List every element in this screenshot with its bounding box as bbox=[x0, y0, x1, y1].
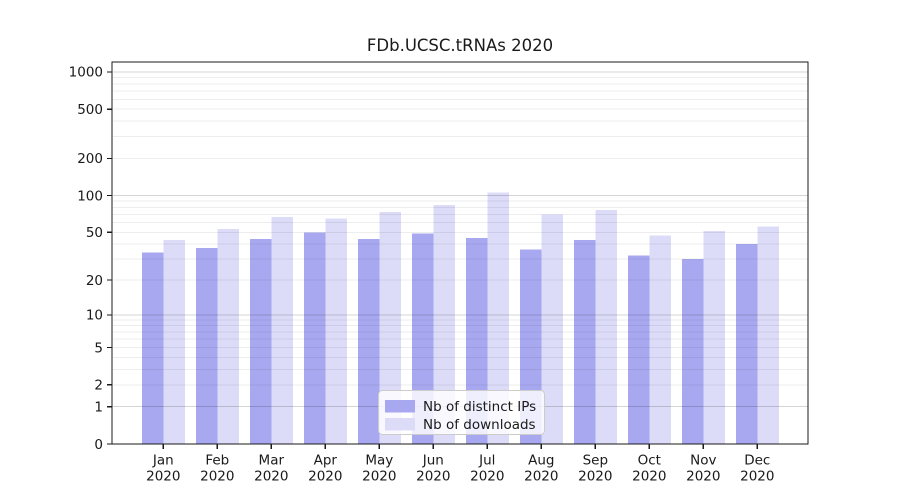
x-tick-label-month: Jul bbox=[478, 453, 495, 469]
bar-downloads-oct bbox=[649, 235, 671, 444]
bar-downloads-sep bbox=[595, 210, 617, 444]
y-tick-label: 1 bbox=[94, 400, 103, 416]
bar-downloads-mar bbox=[271, 216, 293, 444]
x-tick-label-month: Sep bbox=[583, 453, 608, 469]
bar-distinct-ips-oct bbox=[627, 255, 650, 444]
bar-downloads-apr bbox=[325, 218, 347, 444]
legend: Nb of distinct IPs Nb of downloads bbox=[378, 390, 545, 435]
bar-distinct-ips-dec bbox=[735, 244, 758, 444]
x-tick-label-year: 2020 bbox=[740, 469, 774, 485]
y-tick-label: 100 bbox=[77, 188, 103, 204]
legend-label-downloads: Nb of downloads bbox=[423, 417, 536, 433]
x-tick-label-month: May bbox=[365, 453, 393, 469]
bar-distinct-ips-may bbox=[357, 239, 380, 444]
x-tick-label-month: Feb bbox=[205, 453, 229, 469]
y-tick-label: 500 bbox=[77, 102, 103, 118]
x-tick-label-year: 2020 bbox=[578, 469, 612, 485]
bar-downloads-feb bbox=[217, 229, 239, 444]
y-tick-label: 5 bbox=[94, 340, 103, 356]
y-tick-label: 20 bbox=[86, 273, 103, 289]
bar-distinct-ips-mar bbox=[249, 239, 272, 444]
bar-downloads-dec bbox=[757, 226, 779, 444]
bar-distinct-ips-feb bbox=[195, 248, 218, 444]
axes-layer: 01251020501002005001000Jan2020Feb2020Mar… bbox=[69, 65, 775, 485]
x-tick-label-year: 2020 bbox=[632, 469, 666, 485]
x-tick-label-year: 2020 bbox=[524, 469, 558, 485]
x-tick-label-month: Jun bbox=[422, 453, 444, 469]
bar-distinct-ips-apr bbox=[303, 232, 326, 444]
x-tick-label-month: Mar bbox=[259, 453, 285, 469]
bar-downloads-nov bbox=[703, 231, 725, 444]
gridlines-layer bbox=[113, 71, 808, 408]
x-tick-label-month: Oct bbox=[638, 453, 661, 469]
legend-box bbox=[378, 390, 545, 435]
legend-swatch-downloads bbox=[385, 418, 415, 431]
y-tick-label: 2 bbox=[94, 378, 103, 394]
chart-title: FDb.UCSC.tRNAs 2020 bbox=[367, 36, 553, 55]
bar-downloads-jan bbox=[163, 240, 185, 444]
x-tick-label-month: Dec bbox=[744, 453, 770, 469]
x-tick-label-month: Aug bbox=[528, 453, 554, 469]
y-tick-label: 200 bbox=[77, 151, 103, 167]
x-tick-label-year: 2020 bbox=[146, 469, 180, 485]
legend-swatch-distinct-ips bbox=[385, 400, 415, 413]
bar-distinct-ips-jan bbox=[141, 252, 164, 444]
y-tick-label: 0 bbox=[94, 437, 103, 453]
x-tick-label-year: 2020 bbox=[470, 469, 504, 485]
bar-downloads-jul bbox=[487, 192, 509, 444]
x-tick-label-month: Jan bbox=[152, 453, 174, 469]
bar-distinct-ips-nov bbox=[681, 259, 704, 444]
y-tick-label: 50 bbox=[86, 225, 103, 241]
x-tick-label-year: 2020 bbox=[308, 469, 342, 485]
y-tick-label: 1000 bbox=[69, 65, 103, 81]
x-tick-label-year: 2020 bbox=[200, 469, 234, 485]
x-tick-label-year: 2020 bbox=[416, 469, 450, 485]
bar-downloads-aug bbox=[541, 214, 563, 444]
x-tick-label-year: 2020 bbox=[362, 469, 396, 485]
legend-label-distinct-ips: Nb of distinct IPs bbox=[423, 399, 536, 415]
y-tick-label: 10 bbox=[86, 308, 103, 324]
x-tick-label-year: 2020 bbox=[686, 469, 720, 485]
plot-frame bbox=[111, 61, 809, 445]
x-tick-label-month: Nov bbox=[690, 453, 716, 469]
x-tick-label-year: 2020 bbox=[254, 469, 288, 485]
x-tick-label-month: Apr bbox=[314, 453, 338, 469]
bar-distinct-ips-sep bbox=[573, 240, 596, 444]
bar-downloads-may bbox=[379, 212, 401, 444]
bar-downloads-jun bbox=[433, 204, 455, 444]
